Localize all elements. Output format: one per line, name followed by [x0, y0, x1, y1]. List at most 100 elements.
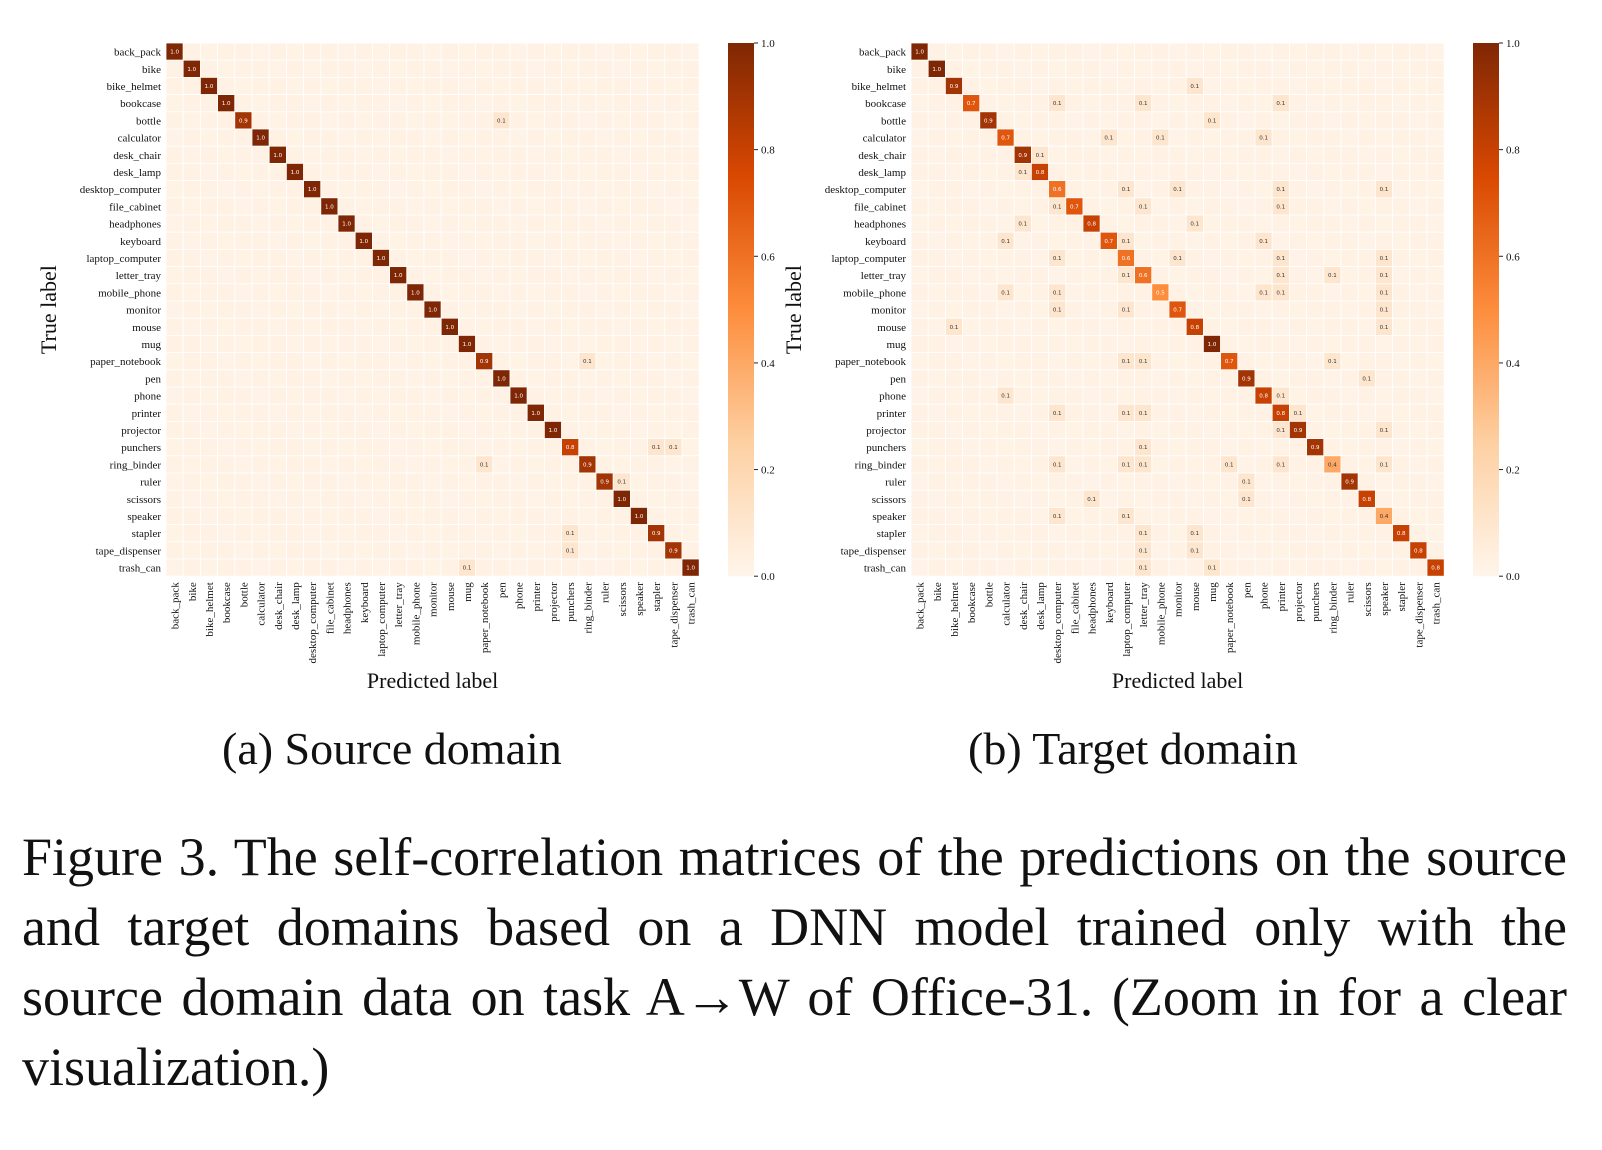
heatmap-cell [1220, 541, 1239, 560]
heatmap-cell [612, 369, 631, 388]
x-tick-label: mouse [1190, 582, 1202, 611]
heatmap-cell [303, 472, 322, 491]
heatmap-cell [217, 59, 236, 78]
heatmap-cell [475, 231, 494, 250]
heatmap-cell [217, 489, 236, 508]
heatmap-cell [165, 541, 184, 560]
heatmap-cell [647, 77, 666, 96]
heatmap-cell [1426, 317, 1445, 336]
cell-value-label: 0.1 [1190, 84, 1199, 90]
heatmap-cell [612, 541, 631, 560]
heatmap-cell [337, 352, 356, 371]
heatmap-cell [1168, 214, 1187, 233]
heatmap-cell [337, 180, 356, 199]
heatmap-cell [475, 524, 494, 543]
heatmap-cell [996, 558, 1015, 577]
heatmap-cell [337, 162, 356, 181]
heatmap-cell [1392, 283, 1411, 302]
heatmap-cell [492, 214, 511, 233]
heatmap-cell [1134, 334, 1153, 353]
heatmap-cell [389, 472, 408, 491]
heatmap-cell [423, 369, 442, 388]
heatmap-cell [234, 489, 253, 508]
heatmap-cell [1185, 266, 1204, 285]
heatmap-cell [1426, 455, 1445, 474]
heatmap-cell [664, 266, 683, 285]
heatmap-cell [320, 489, 339, 508]
heatmap-cell [423, 283, 442, 302]
heatmap-cell [526, 128, 545, 147]
heatmap-cell [199, 403, 218, 422]
heatmap-cell [1340, 162, 1359, 181]
heatmap-cell [630, 403, 649, 422]
heatmap-cell [285, 248, 304, 267]
heatmap-cell [251, 59, 270, 78]
heatmap-cell [337, 317, 356, 336]
heatmap-cell [509, 438, 528, 457]
heatmap-cell [1031, 266, 1050, 285]
heatmap-cell [578, 180, 597, 199]
heatmap-cell [664, 558, 683, 577]
heatmap-cell [647, 386, 666, 405]
heatmap-cell [440, 59, 459, 78]
heatmap-cell [371, 59, 390, 78]
colorbar-tick-label: 0.6 [1506, 251, 1520, 263]
y-tick-label: monitor [871, 305, 906, 317]
heatmap-cell [1134, 248, 1153, 267]
heatmap-cell [354, 283, 373, 302]
heatmap-cell [285, 42, 304, 61]
heatmap-cell [440, 248, 459, 267]
heatmap-cell [303, 145, 322, 164]
heatmap-cell [234, 214, 253, 233]
heatmap-cell [1013, 128, 1032, 147]
heatmap-cell [1392, 248, 1411, 267]
heatmap-cell [492, 231, 511, 250]
heatmap-cell [945, 386, 964, 405]
cell-value-label: 0.1 [617, 480, 626, 486]
heatmap-cell [509, 283, 528, 302]
heatmap-cell [1237, 455, 1256, 474]
heatmap-cell [681, 524, 700, 543]
heatmap-cell [234, 145, 253, 164]
heatmap-cell [910, 541, 929, 560]
heatmap-cell [285, 111, 304, 130]
heatmap-cell [492, 180, 511, 199]
heatmap-cell [962, 489, 981, 508]
heatmap-cell [979, 180, 998, 199]
y-tick-label: printer [877, 408, 907, 420]
heatmap-cell [1306, 489, 1325, 508]
heatmap-cell [1409, 386, 1428, 405]
heatmap-cell [1375, 438, 1394, 457]
heatmap-cell [612, 197, 631, 216]
heatmap-cell [1048, 472, 1067, 491]
heatmap-cell [1168, 472, 1187, 491]
heatmap-cell [234, 472, 253, 491]
heatmap-cell [234, 180, 253, 199]
heatmap-cell [1254, 420, 1273, 439]
heatmap-cell [1426, 266, 1445, 285]
heatmap-cell [217, 455, 236, 474]
heatmap-cell [182, 386, 201, 405]
heatmap-cell [544, 438, 563, 457]
heatmap-cell [1048, 489, 1067, 508]
heatmap-cell [1082, 334, 1101, 353]
heatmap-cell [1392, 162, 1411, 181]
heatmap-cell [320, 352, 339, 371]
heatmap-cell [1271, 77, 1290, 96]
heatmap-cell [1375, 558, 1394, 577]
heatmap-cell [320, 386, 339, 405]
heatmap-cell [440, 42, 459, 61]
heatmap-cell [337, 145, 356, 164]
heatmap-cell [1289, 94, 1308, 113]
heatmap-cell [962, 42, 981, 61]
heatmap-cell [561, 420, 580, 439]
heatmap-cell [630, 369, 649, 388]
heatmap-cell [1306, 506, 1325, 525]
heatmap-cell [1220, 77, 1239, 96]
heatmap-cell [612, 162, 631, 181]
heatmap-cell [285, 59, 304, 78]
heatmap-cell [423, 162, 442, 181]
heatmap-cell [457, 266, 476, 285]
heatmap-cell [962, 197, 981, 216]
heatmap-cell [1117, 438, 1136, 457]
